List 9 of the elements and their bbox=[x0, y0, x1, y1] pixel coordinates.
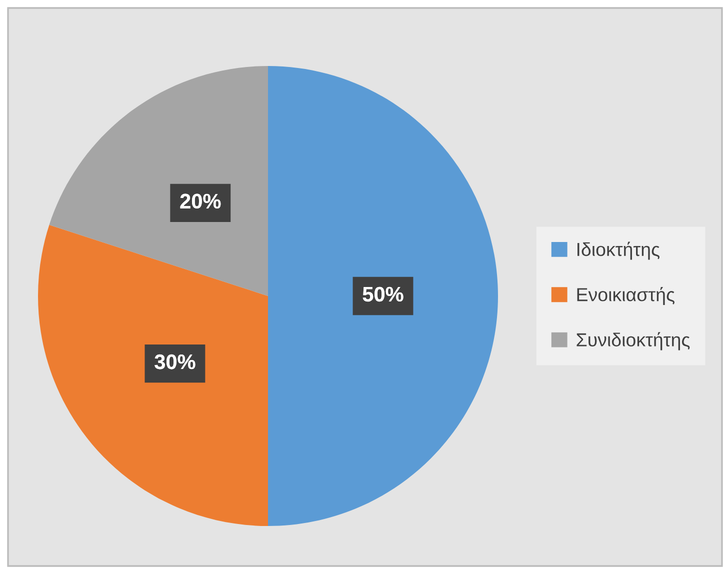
data-label: 30% bbox=[154, 354, 196, 370]
legend-label: Συνιδιοκτήτης bbox=[576, 332, 690, 350]
pie-slice bbox=[49, 66, 268, 296]
legend-label: Ενοικιαστής bbox=[577, 286, 674, 305]
pie-slice bbox=[38, 224, 268, 526]
legend-label: Ιδιοκτήτης bbox=[577, 242, 660, 260]
pie-slice bbox=[268, 66, 498, 526]
data-label: 50% bbox=[362, 286, 404, 302]
data-label: 20% bbox=[180, 194, 221, 209]
